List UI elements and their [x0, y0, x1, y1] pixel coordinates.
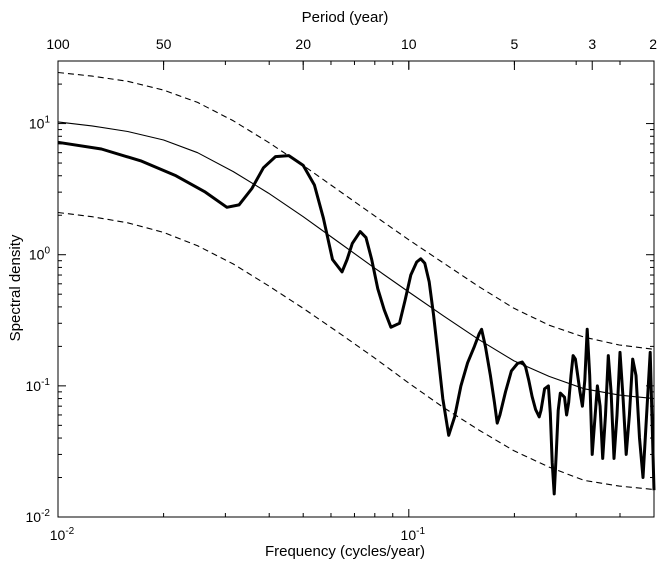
series-line-1-thick-solid	[57, 140, 656, 496]
y-tick-label: 101	[29, 115, 51, 132]
x-tick-label: 10-1	[401, 526, 426, 543]
period-tick-label: 20	[295, 36, 311, 52]
plot-lines	[57, 71, 656, 496]
series-line-2-thin-solid	[57, 121, 655, 400]
y-axis-title: Spectral density	[7, 234, 24, 341]
y-tick-label: 100	[29, 246, 51, 263]
period-tick-label: 2	[649, 36, 657, 52]
x-axis-title: Frequency (cycles/year)	[265, 543, 425, 560]
axis-ticks: 10-2 10-1 10-2 10-1 100 101 100 50 20 10 5 3 2	[26, 36, 657, 543]
period-tick-label: 50	[156, 36, 172, 52]
series-line-4-dashed	[57, 211, 655, 491]
period-tick-label: 5	[511, 36, 519, 52]
y-tick-label: 10-1	[26, 377, 51, 394]
period-tick-label: 100	[46, 36, 70, 52]
plot-frame	[57, 60, 655, 518]
period-tick-label: 3	[588, 36, 596, 52]
period-tick-label: 10	[401, 36, 417, 52]
x-tick-label: 10-2	[50, 526, 75, 543]
series-line-3-dashed	[57, 71, 655, 350]
y-tick-label: 10-2	[26, 508, 51, 525]
top-axis-title: Period (year)	[302, 9, 389, 26]
